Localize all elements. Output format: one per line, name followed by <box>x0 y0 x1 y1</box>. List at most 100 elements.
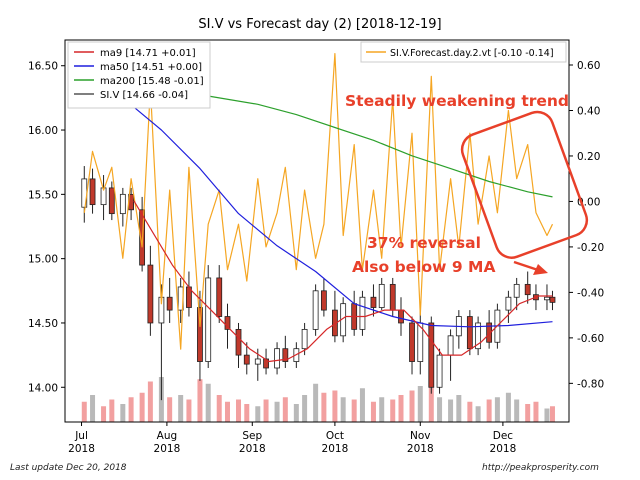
candle-body <box>544 296 550 301</box>
x-tick-year-label: 2018 <box>322 443 349 455</box>
series-lines <box>83 52 554 363</box>
volume-bar <box>340 397 346 422</box>
volume-bars <box>81 377 555 422</box>
volume-bar <box>224 401 230 422</box>
volume-bar <box>370 401 376 422</box>
volume-bar <box>475 406 481 422</box>
legend-label-siv: SI.V [14.66 -0.04] <box>100 90 188 101</box>
volume-bar <box>549 406 555 422</box>
annotation-reversal-line1: 37% reversal <box>367 234 481 252</box>
candle-body <box>147 264 154 324</box>
volume-bar <box>147 381 153 422</box>
volume-bar <box>302 395 308 422</box>
volume-bar <box>81 401 87 422</box>
volume-bar <box>494 397 500 422</box>
last-update-text: Last update Dec 20, 2018 <box>10 463 127 473</box>
candle-body <box>243 354 250 365</box>
candle-body <box>89 178 96 206</box>
volume-bar <box>456 395 462 422</box>
candle-body <box>359 296 366 330</box>
x-tick-year-label: 2018 <box>154 443 181 455</box>
legend-right-box <box>360 41 567 63</box>
volume-bar <box>178 395 184 422</box>
volume-bar <box>255 406 261 422</box>
candles <box>81 166 556 401</box>
volume-bar <box>109 399 115 422</box>
candle-body <box>409 322 415 362</box>
volume-bar <box>417 386 423 422</box>
volume-bar <box>321 392 327 422</box>
volume-bar <box>351 399 357 422</box>
legend-label-ma50: ma50 [14.51 +0.00] <box>100 62 202 73</box>
volume-bar <box>186 399 192 422</box>
volume-bar <box>236 399 242 422</box>
x-tick-month-label: Nov <box>410 430 431 442</box>
right-tick-label: -0.60 <box>577 333 604 345</box>
volume-bar <box>514 399 520 422</box>
legend-left: ma9 [14.71 +0.01] ma50 [14.51 +0.00] ma2… <box>67 41 211 109</box>
candle-body <box>486 322 493 343</box>
volume-bar <box>437 397 443 422</box>
candle-body <box>549 296 556 303</box>
annotation-arrow-head <box>533 264 548 275</box>
left-tick-label: 15.00 <box>28 254 58 266</box>
candle-body <box>436 354 443 388</box>
legend-label-forecast: SI.V.Forecast.day.2.vt [-0.10 -0.14] <box>390 48 554 59</box>
x-tick-year-label: 2018 <box>68 443 95 455</box>
volume-bar <box>244 404 250 422</box>
candle-body <box>108 187 115 215</box>
volume-bar <box>293 404 299 422</box>
annotation-steady-trend: Steadily weakening trend <box>345 92 569 110</box>
candle-body <box>378 283 385 308</box>
volume-bar <box>120 404 126 422</box>
volume-bar <box>205 383 211 422</box>
candle-body <box>370 296 377 308</box>
left-axis: 14.00 14.50 15.00 15.50 16.00 16.50 <box>28 61 65 394</box>
ma200-line <box>141 78 553 198</box>
x-tick-month-label: Sep <box>242 430 262 442</box>
left-tick-label: 16.00 <box>28 125 58 137</box>
right-tick-label: -0.20 <box>577 242 604 254</box>
ma9-line <box>133 200 553 363</box>
volume-bar <box>139 392 145 422</box>
volume-bar <box>167 397 173 422</box>
right-axis: 0.600.400.200.00-0.20-0.40-0.60-0.80 <box>569 60 604 390</box>
candle-body <box>254 358 261 365</box>
left-tick-label: 14.00 <box>28 382 58 394</box>
left-tick-label: 14.50 <box>28 318 58 330</box>
volume-bar <box>90 395 96 422</box>
plot-frame <box>64 39 570 423</box>
candle-body <box>216 277 223 317</box>
candle-body <box>166 296 173 311</box>
volume-bar <box>533 401 539 422</box>
annotation-arrow-shaft <box>513 260 539 272</box>
volume-bar <box>448 399 454 422</box>
candle-body <box>224 316 231 330</box>
volume-bar <box>263 399 269 422</box>
right-tick-label: 0.60 <box>577 60 600 72</box>
volume-bar <box>486 399 492 422</box>
volume-bar <box>409 390 415 422</box>
right-tick-label: 0.20 <box>577 151 600 163</box>
volume-bar <box>428 381 434 422</box>
legend-label-ma9: ma9 [14.71 +0.01] <box>100 48 196 59</box>
volume-bar <box>467 401 473 422</box>
right-tick-label: -0.80 <box>577 378 604 390</box>
volume-bar <box>274 401 280 422</box>
volume-bar <box>359 388 365 422</box>
candle-body <box>447 335 454 356</box>
left-tick-label: 16.50 <box>28 61 58 73</box>
x-tick-year-label: 2018 <box>239 443 266 455</box>
candle-body <box>513 283 520 298</box>
candle-body <box>332 309 338 337</box>
volume-bar <box>525 404 531 422</box>
volume-bar <box>282 397 288 422</box>
candle-body <box>301 328 308 350</box>
candle-body <box>197 307 203 362</box>
candle-body <box>282 348 289 362</box>
legend-label-ma200: ma200 [15.48 -0.01] <box>100 76 204 87</box>
volume-bar <box>390 399 396 422</box>
chart-title: SI.V vs Forecast day (2) [2018-12-19] <box>198 17 441 32</box>
volume-bar <box>379 397 385 422</box>
